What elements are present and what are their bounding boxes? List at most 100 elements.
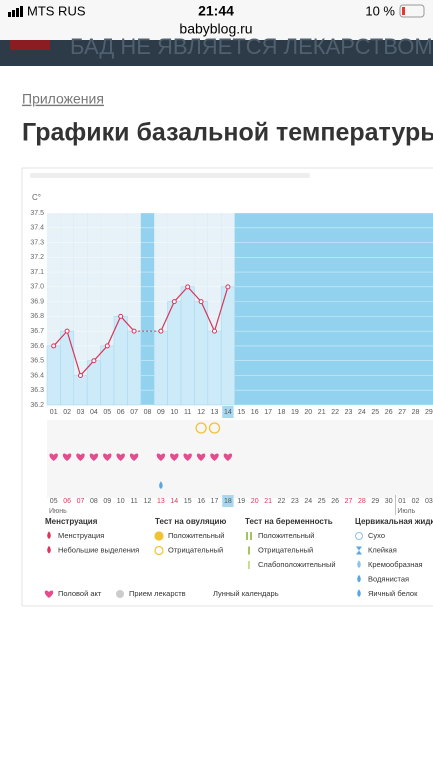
month-label: Июль <box>397 508 415 515</box>
intercourse-heart <box>170 453 179 461</box>
day-bg <box>73 213 88 405</box>
temp-point <box>64 328 70 334</box>
temp-point <box>185 284 191 290</box>
y-tick-label: 36.2 <box>30 402 44 409</box>
icon <box>154 545 164 556</box>
date-label: 29 <box>371 498 379 505</box>
day-label: 13 <box>211 409 219 416</box>
y-tick-label: 36.5 <box>30 358 44 365</box>
y-tick-label: 36.3 <box>30 387 44 394</box>
temp-point <box>51 343 57 349</box>
icon <box>116 590 124 598</box>
day-label: 05 <box>103 409 111 416</box>
day-label: 02 <box>63 409 71 416</box>
date-label: 19 <box>237 498 245 505</box>
date-label: 30 <box>385 498 393 505</box>
url[interactable]: babyblog.ru <box>179 21 252 37</box>
intercourse-heart <box>183 453 192 461</box>
icon <box>355 532 363 540</box>
date-label: 26 <box>331 498 339 505</box>
y-tick-label: 37.2 <box>30 254 44 261</box>
intercourse-heart <box>196 453 206 461</box>
icon <box>356 546 362 555</box>
y-tick-label: 37.4 <box>30 225 44 232</box>
y-tick-label: 37.0 <box>30 284 44 291</box>
day-label: 03 <box>77 409 85 416</box>
legend-item: Клейкая <box>368 545 397 554</box>
date-label: 02 <box>412 498 420 505</box>
day-label: 12 <box>197 409 205 416</box>
month-label: Июнь <box>49 508 67 515</box>
icon <box>47 531 51 539</box>
date-label: 12 <box>144 498 152 505</box>
icon <box>357 574 361 583</box>
y-tick-label: 36.4 <box>30 372 44 379</box>
carrier: MTS RUS <box>27 3 86 18</box>
day-label: 15 <box>237 409 245 416</box>
day-label: 17 <box>264 409 272 416</box>
date-label: 14 <box>170 498 178 505</box>
date-label: 13 <box>157 498 165 505</box>
day-label: 16 <box>251 409 259 416</box>
day-label: 25 <box>371 409 379 416</box>
day-label: 28 <box>412 409 420 416</box>
battery-level <box>402 7 405 15</box>
intercourse-heart <box>49 453 58 461</box>
legend-item: Положительный <box>168 531 224 540</box>
day-label: 08 <box>144 409 152 416</box>
bar <box>60 330 75 406</box>
temp-line <box>160 285 229 333</box>
date-label: 18 <box>224 498 232 505</box>
legend-item: Прием лекарств <box>129 589 186 598</box>
legend-item: Положительный <box>258 531 314 540</box>
temp-point <box>158 328 164 334</box>
day-label: 01 <box>50 409 58 416</box>
date-label: 06 <box>63 498 71 505</box>
scrollbar[interactable] <box>30 173 310 178</box>
ovulation-negative <box>208 422 221 434</box>
bar <box>167 301 182 406</box>
legend-item: Кремообразная <box>368 560 423 569</box>
icon <box>357 560 361 568</box>
temp-point <box>198 299 204 305</box>
temp-point <box>225 284 231 290</box>
date-label: 07 <box>77 498 85 505</box>
legend-item: Половой акт <box>58 589 102 598</box>
day-label: 29 <box>425 409 433 416</box>
date-label: 16 <box>197 498 205 505</box>
bar <box>113 316 128 406</box>
current-day-bg <box>222 406 234 418</box>
legend-title: Тест на овуляцию <box>155 517 226 526</box>
bar <box>73 375 88 406</box>
day-label: 26 <box>385 409 393 416</box>
y-tick-label: 36.8 <box>30 313 44 320</box>
date-label: 22 <box>278 498 286 505</box>
date-label: 28 <box>358 498 366 505</box>
today-bg <box>222 495 234 507</box>
day-label: 07 <box>130 409 138 416</box>
legend-item: Отрицательный <box>168 545 223 554</box>
temp-point <box>171 299 177 305</box>
signal <box>8 6 23 17</box>
day-label: 09 <box>157 409 165 416</box>
day-label: 20 <box>304 409 312 416</box>
bar <box>46 345 61 406</box>
breadcrumb[interactable]: Приложения <box>22 91 104 107</box>
intercourse-heart <box>116 453 125 461</box>
legend-item: Водянистая <box>368 574 409 583</box>
day-label: 18 <box>278 409 286 416</box>
icon <box>154 531 164 541</box>
y-tick-label: 36.9 <box>30 298 44 305</box>
legend-title: Тест на беременность <box>245 517 333 526</box>
page-title: Графики базальной температуры <box>22 119 433 147</box>
legend-item: Яичный белок <box>368 589 418 598</box>
legend-item: Слабоположительный <box>258 560 336 569</box>
temp-point <box>104 343 110 349</box>
date-label: 20 <box>251 498 259 505</box>
day-label: 19 <box>291 409 299 416</box>
legend-item: Небольшие выделения <box>58 545 139 554</box>
bar <box>153 330 168 406</box>
banner-img <box>10 40 50 50</box>
icon <box>47 545 51 554</box>
date-label: 03 <box>425 498 433 505</box>
